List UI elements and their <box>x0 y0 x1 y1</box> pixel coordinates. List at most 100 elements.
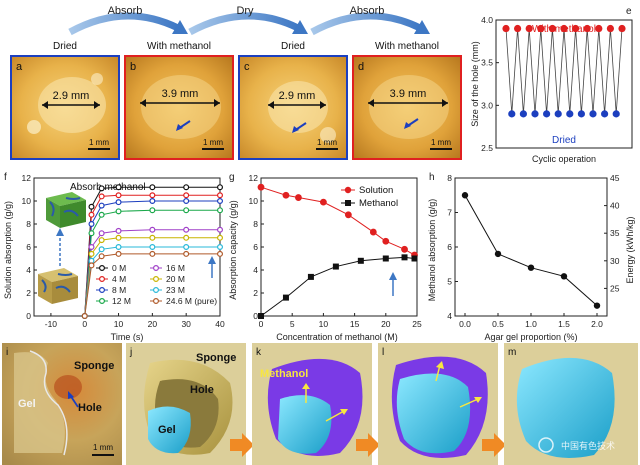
panel-letter-a: a <box>16 61 23 73</box>
h-ytick-label: 4 <box>447 311 452 321</box>
g-point-methanol <box>307 273 314 280</box>
h-point <box>494 250 502 258</box>
diagram-k: k Methanol <box>252 343 372 465</box>
h-series-line <box>464 195 598 307</box>
h-point <box>593 302 601 309</box>
f-point <box>149 184 156 191</box>
step-arrow-1 <box>230 433 254 457</box>
measure-c: 2.9 mm <box>279 90 316 102</box>
f-legend-label: 16 M <box>166 263 185 273</box>
arrow-head <box>292 20 308 34</box>
f-legend-marker <box>153 275 160 282</box>
f-ytick-label: 6 <box>26 242 31 252</box>
h-xtick-label: 1.0 <box>525 319 537 329</box>
cube-inset-top <box>46 192 86 228</box>
f-point <box>149 198 156 205</box>
e-point-with-methanol <box>606 24 614 33</box>
f-point <box>88 243 95 250</box>
f-point <box>98 193 105 200</box>
f-xlabel: Time (s) <box>111 332 144 342</box>
f-xtick-label: 40 <box>215 319 225 329</box>
h-point <box>461 192 469 199</box>
panel-letter-f: f <box>4 172 7 183</box>
e-point-with-methanol <box>560 24 568 33</box>
f-point <box>115 184 122 191</box>
absorb-arrow-2 <box>310 12 422 36</box>
f-point <box>149 192 156 199</box>
e-ytick-label: 4.0 <box>481 15 493 25</box>
f-point <box>88 211 95 218</box>
f-xtick-label: 20 <box>148 319 158 329</box>
f-point <box>115 250 122 257</box>
e-point-with-methanol <box>572 24 580 33</box>
chart-h: h Methanol absorption (g/g) Energy (kWh/… <box>427 172 635 342</box>
h-ytick2-label: 25 <box>610 283 620 293</box>
panel-letter-g: g <box>229 172 235 183</box>
e-point-dried <box>589 110 597 118</box>
panel-letter-c: c <box>244 61 250 73</box>
step-arrow-2 <box>356 433 380 457</box>
panel-letter-d: d <box>358 61 364 73</box>
e-legend-with-methanol: With methanol <box>532 24 596 35</box>
f-point <box>98 230 105 237</box>
g-xtick-label: 15 <box>350 319 360 329</box>
f-ytick-label: 12 <box>22 173 32 183</box>
e-xlabel: Cyclic operation <box>532 154 596 164</box>
f-point <box>217 234 224 241</box>
g-point-methanol <box>357 257 364 264</box>
f-point <box>88 250 95 257</box>
panel-letter-l: l <box>382 347 384 358</box>
g-point-solution <box>320 198 327 206</box>
f-point <box>217 192 224 199</box>
g-series-line <box>260 256 415 317</box>
g-point-solution <box>382 237 390 245</box>
e-point-with-methanol <box>514 24 522 33</box>
g-legend-label: Methanol <box>359 198 398 209</box>
arrow-head <box>414 20 430 34</box>
photo-d: 3.9 mm 1 mm d <box>352 55 462 160</box>
arrow-label-dry: Dry <box>236 5 254 17</box>
f-point <box>183 198 190 205</box>
f-point <box>183 250 190 257</box>
caption-c: Dried <box>281 41 305 52</box>
f-point <box>217 226 224 233</box>
f-point <box>149 243 156 250</box>
f-ytick-label: 8 <box>26 219 31 229</box>
chart-e: e Size of the hole (mm) Cyclic operation… <box>470 6 633 164</box>
h-ylabel2: Energy (kWh/kg) <box>625 216 635 283</box>
g-point-solution <box>257 183 265 191</box>
e-ytick-label: 3.5 <box>481 58 493 68</box>
f-point <box>88 230 95 237</box>
g-point-solution <box>344 211 352 219</box>
g-xtick-label: 20 <box>381 319 391 329</box>
panel-letter-k: k <box>256 347 262 358</box>
panel-letter-j: j <box>129 347 132 358</box>
g-ytick-label: 2 <box>253 288 258 298</box>
g-point-methanol <box>382 255 389 262</box>
g-ytick-label: 8 <box>253 219 258 229</box>
h-ytick-label: 5 <box>447 277 452 287</box>
f-ytick-label: 10 <box>22 196 32 206</box>
f-point <box>98 185 105 192</box>
watermark-logo <box>538 437 554 453</box>
h-xlabel: Agar gel proportion (%) <box>484 332 577 342</box>
g-point-methanol <box>258 313 264 319</box>
e-point-dried <box>566 110 574 118</box>
diagram-l: l <box>378 343 498 465</box>
e-point-with-methanol <box>583 24 591 33</box>
caption-a: Dried <box>53 41 77 52</box>
e-point-with-methanol <box>595 24 603 33</box>
f-point <box>217 243 224 250</box>
f-point <box>149 226 156 233</box>
g-legend-marker <box>344 186 352 194</box>
panel-letter-b: b <box>130 61 136 73</box>
arrow-label-absorb-1: Absorb <box>108 5 143 17</box>
chart-f: f Solution absorption (g/g) Time (s) Abs… <box>3 172 225 342</box>
k-label-methanol: Methanol <box>260 368 308 380</box>
f-point <box>98 202 105 209</box>
e-point-dried <box>508 110 516 118</box>
g-point-solution <box>401 245 408 253</box>
g-legend-marker <box>345 200 351 206</box>
i-label-gel: Gel <box>18 398 36 410</box>
e-ylabel: Size of the hole (mm) <box>470 41 480 127</box>
